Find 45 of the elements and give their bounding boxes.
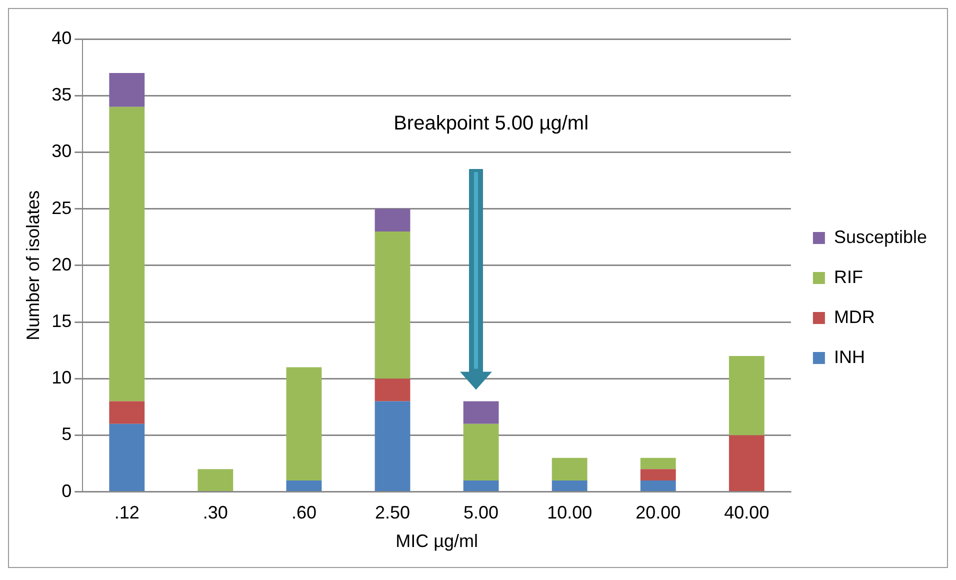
y-tick-label: 10 <box>52 368 72 388</box>
x-tick-label: .12 <box>114 502 140 523</box>
y-tick-label: 25 <box>52 198 72 218</box>
y-tick-label: 15 <box>52 310 72 331</box>
bar <box>374 378 410 402</box>
legend-label: Susceptible <box>834 226 928 247</box>
bar <box>640 458 676 470</box>
bar <box>463 424 499 480</box>
bar <box>286 367 322 480</box>
bar <box>374 208 410 232</box>
y-tick-label: 35 <box>52 84 72 105</box>
bar <box>640 469 676 480</box>
bar <box>109 72 145 107</box>
bar <box>374 401 410 492</box>
x-axis-title: MIC µg/ml <box>396 531 478 552</box>
bar <box>374 231 410 379</box>
bar <box>728 356 764 436</box>
y-tick-label: 30 <box>52 141 72 162</box>
bar <box>286 480 322 492</box>
x-tick-label: 5.00 <box>464 502 499 523</box>
y-tick-label: 40 <box>52 28 72 48</box>
bar <box>109 106 145 402</box>
legend-label: INH <box>834 346 865 367</box>
y-tick-label: 20 <box>52 254 72 274</box>
bar <box>198 469 234 492</box>
x-tick-label: 2.50 <box>374 502 410 523</box>
x-tick-label: .60 <box>291 502 316 523</box>
y-tick-label: 0 <box>62 480 72 501</box>
bar <box>552 458 588 480</box>
bar <box>552 480 588 492</box>
bar <box>640 480 676 492</box>
legend-label: RIF <box>834 266 863 287</box>
legend-label: MDR <box>834 306 875 327</box>
x-tick-label: 20.00 <box>636 502 681 523</box>
bar <box>109 401 145 424</box>
y-tick-label: 5 <box>62 424 72 444</box>
y-axis-title: Number of isolates <box>22 190 43 340</box>
bar <box>728 435 764 492</box>
bar <box>463 480 499 492</box>
bar <box>463 401 499 424</box>
x-tick-label: 10.00 <box>547 502 592 523</box>
bar <box>109 424 145 492</box>
annotation: Breakpoint 5.00 µg/ml <box>394 112 589 134</box>
x-tick-label: 40.00 <box>724 502 770 523</box>
x-tick-label: .30 <box>202 502 228 523</box>
